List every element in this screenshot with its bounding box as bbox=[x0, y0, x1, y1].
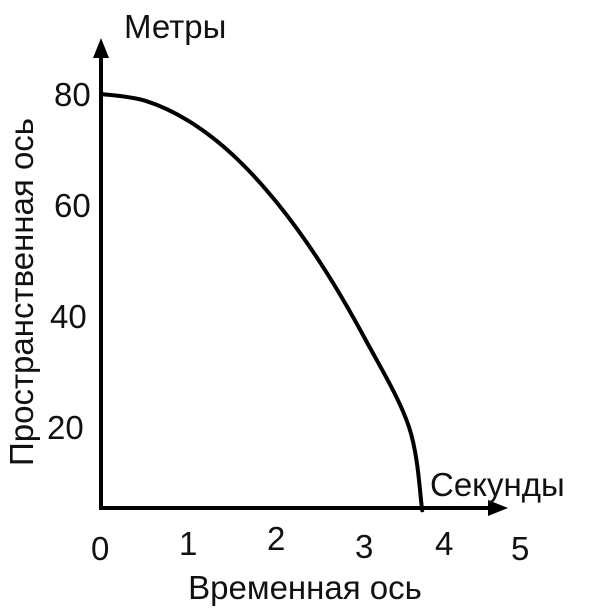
x-tick-label-1: 1 bbox=[179, 525, 197, 562]
y-axis-arrowhead bbox=[93, 38, 109, 58]
series-line-0 bbox=[99, 92, 425, 513]
x-tick-label-5: 5 bbox=[511, 530, 529, 567]
x-tick-label-0: 0 bbox=[91, 530, 109, 567]
series-layer bbox=[99, 92, 425, 513]
x-tick-label-3: 3 bbox=[355, 528, 373, 565]
y-tick-label-40: 40 bbox=[50, 298, 87, 335]
x-unit-label: Секунды bbox=[430, 466, 565, 503]
y-tick-label-20: 20 bbox=[47, 409, 84, 446]
y-tick-labels: 20 40 60 80 bbox=[47, 76, 91, 446]
x-tick-labels: 0 1 2 3 4 5 bbox=[91, 520, 529, 567]
y-tick-label-60: 60 bbox=[54, 187, 91, 224]
x-axis-title: Временная ось bbox=[188, 569, 422, 606]
x-tick-label-2: 2 bbox=[267, 520, 285, 557]
x-axis-arrowhead bbox=[488, 500, 508, 516]
y-axis-title: Пространственная ось bbox=[3, 118, 40, 466]
x-tick-label-4: 4 bbox=[435, 525, 453, 562]
y-tick-label-80: 80 bbox=[54, 76, 91, 113]
y-unit-label: Метры bbox=[124, 8, 226, 45]
axes bbox=[93, 38, 508, 516]
